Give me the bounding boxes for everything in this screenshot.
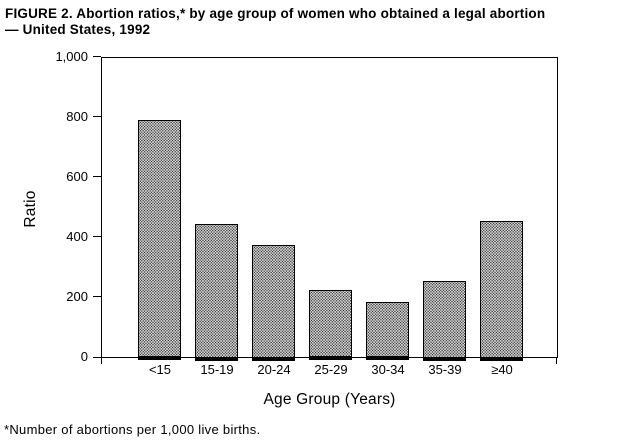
bar-25-29 — [309, 290, 352, 360]
y-tick-label: 400 — [66, 229, 88, 244]
bar-30-34 — [366, 302, 409, 360]
x-tick-label: ≥40 — [491, 362, 513, 377]
figure-title: FIGURE 2. Abortion ratios,* by age group… — [5, 6, 545, 38]
y-tick-label: 600 — [66, 169, 88, 184]
y-axis-tick — [93, 357, 101, 358]
y-axis-tick — [93, 56, 101, 57]
y-axis-tick — [93, 236, 101, 237]
x-tick-label: 30-34 — [371, 362, 405, 377]
x-axis-end-tick-right — [556, 358, 557, 364]
x-axis-end-tick-left — [101, 358, 102, 364]
bar-<15 — [138, 120, 181, 360]
bar-15-19 — [195, 224, 238, 361]
footnote: *Number of abortions per 1,000 live birt… — [4, 422, 261, 437]
x-tick-label: 25-29 — [314, 362, 348, 377]
bar-≥40 — [480, 221, 523, 361]
figure-title-line2: — United States, 1992 — [5, 22, 151, 37]
bar-35-39 — [423, 281, 466, 361]
y-axis-tick — [93, 116, 101, 117]
x-tick-label: 20-24 — [257, 362, 291, 377]
figure-title-line1: FIGURE 2. Abortion ratios,* by age group… — [5, 6, 546, 21]
y-tick-label: 800 — [66, 109, 88, 124]
x-tick-label: <15 — [148, 362, 172, 377]
y-axis-tick — [93, 176, 101, 177]
y-tick-label: 0 — [80, 349, 88, 364]
y-tick-label: 200 — [66, 289, 88, 304]
y-tick-label: 1,000 — [55, 49, 88, 64]
y-axis-tick — [93, 296, 101, 297]
bar-20-24 — [252, 245, 295, 361]
x-tick-label: 15-19 — [200, 362, 234, 377]
x-axis-label: Age Group (Years) — [263, 391, 396, 408]
x-tick-label: 35-39 — [428, 362, 462, 377]
